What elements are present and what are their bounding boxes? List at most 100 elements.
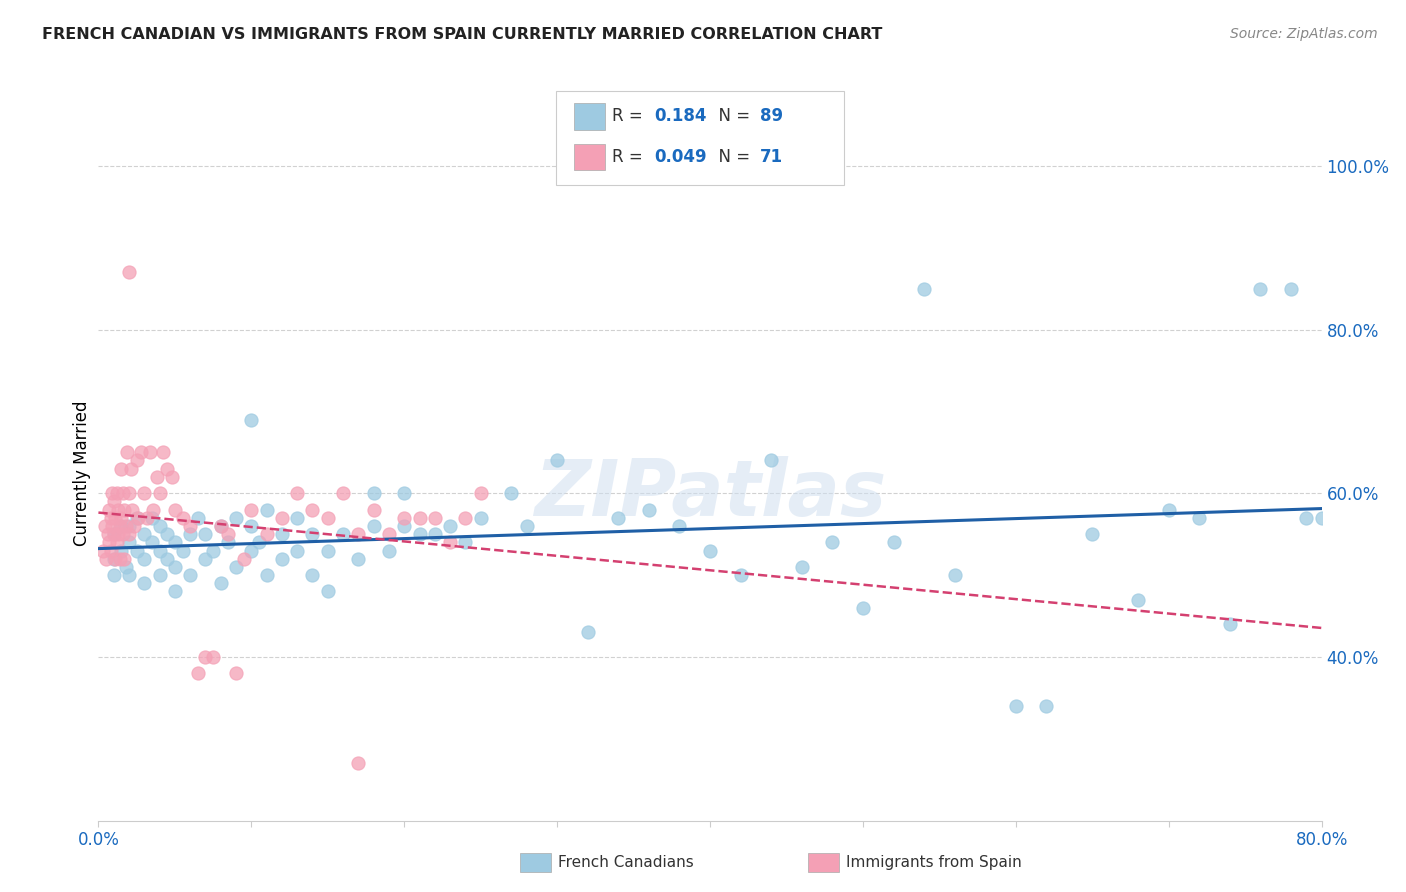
Point [149,486,172,500]
Point [104,510,127,524]
Point [108,519,131,533]
Point [163,584,186,599]
Point [103,527,125,541]
Point [103,527,125,541]
Point [270,527,292,541]
Point [156,551,179,566]
Point [98,535,121,549]
Point [202,649,225,664]
Point [136,510,159,524]
Point [637,502,661,516]
Point [423,527,446,541]
Point [108,551,131,566]
Point [110,519,132,533]
Point [232,551,254,566]
Point [202,543,225,558]
Point [103,494,125,508]
Point [285,543,308,558]
Y-axis label: Currently Married: Currently Married [73,400,91,546]
Point [115,519,138,533]
Point [256,502,278,516]
Point [332,486,354,500]
Point [943,568,966,582]
Point [187,510,209,524]
Point [152,445,174,459]
Point [256,568,278,582]
Point [316,543,339,558]
Point [240,519,263,533]
Point [129,445,152,459]
Point [97,527,120,541]
Text: R =: R = [613,107,648,125]
Point [163,535,186,549]
Point [225,560,247,574]
Point [240,502,263,516]
Point [378,543,401,558]
Point [134,527,156,541]
Text: ZIPatlas: ZIPatlas [534,456,886,532]
Point [103,551,125,566]
Point [501,486,523,500]
Point [285,510,308,524]
Point [209,519,232,533]
Point [156,461,179,475]
Point [127,510,149,524]
Point [217,527,239,541]
Point [883,535,905,549]
Point [470,510,492,524]
Point [101,519,124,533]
Point [118,568,141,582]
Text: 71: 71 [761,148,783,166]
Point [576,625,599,640]
Point [160,470,183,484]
Point [332,527,354,541]
Point [110,461,132,475]
Point [217,535,239,549]
Point [470,486,492,500]
Point [247,535,270,549]
Point [100,510,122,524]
Point [98,502,121,516]
Point [172,543,194,558]
Point [363,486,385,500]
Point [1081,527,1104,541]
Point [454,510,477,524]
Point [912,282,935,296]
Point [179,519,201,533]
Point [363,519,385,533]
Point [179,527,201,541]
Point [194,527,217,541]
Point [100,543,122,558]
Point [141,510,163,524]
Point [149,568,172,582]
Point [363,502,385,516]
Point [392,519,416,533]
Point [121,502,143,516]
Point [668,519,690,533]
Point [270,551,292,566]
Point [1295,510,1317,524]
Point [125,510,148,524]
Point [134,576,156,591]
Point [118,265,141,279]
Point [790,560,813,574]
Point [105,486,128,500]
Text: 89: 89 [761,107,783,125]
Point [225,510,247,524]
Point [122,519,145,533]
Point [1279,282,1302,296]
Point [110,543,132,558]
Point [107,502,129,516]
Point [172,510,194,524]
Point [118,486,141,500]
Point [110,510,132,524]
Point [301,502,323,516]
Point [256,527,278,541]
Point [392,510,416,524]
Point [699,543,721,558]
Point [347,756,370,771]
Point [852,600,875,615]
Point [759,453,782,467]
Point [1310,510,1333,524]
Point [187,666,209,681]
